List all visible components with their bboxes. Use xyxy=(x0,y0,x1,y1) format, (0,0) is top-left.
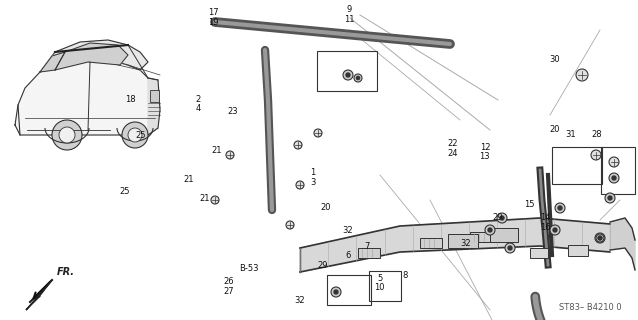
Circle shape xyxy=(598,236,602,240)
Text: 29: 29 xyxy=(493,213,503,222)
Circle shape xyxy=(296,181,304,189)
Text: 26: 26 xyxy=(223,277,234,286)
Circle shape xyxy=(576,69,588,81)
Circle shape xyxy=(558,206,562,210)
Circle shape xyxy=(331,287,341,297)
Circle shape xyxy=(595,233,605,243)
Text: 7: 7 xyxy=(364,242,369,251)
Bar xyxy=(470,232,492,242)
Text: 19: 19 xyxy=(209,18,219,27)
Circle shape xyxy=(52,120,82,150)
Bar xyxy=(358,248,380,258)
Polygon shape xyxy=(300,218,610,272)
Text: ST83– B4210 0: ST83– B4210 0 xyxy=(559,303,621,313)
Circle shape xyxy=(605,193,615,203)
Text: 21: 21 xyxy=(199,194,209,203)
Polygon shape xyxy=(610,218,635,270)
Text: 9: 9 xyxy=(347,5,352,14)
Polygon shape xyxy=(26,280,52,310)
Text: 25: 25 xyxy=(135,132,145,140)
Text: 22: 22 xyxy=(448,140,458,148)
Circle shape xyxy=(286,221,294,229)
Circle shape xyxy=(122,122,148,148)
Text: 12: 12 xyxy=(480,143,490,152)
Circle shape xyxy=(608,196,612,200)
Text: 20: 20 xyxy=(550,125,560,134)
Circle shape xyxy=(609,157,619,167)
Circle shape xyxy=(343,70,353,80)
Text: 20: 20 xyxy=(320,204,330,212)
Circle shape xyxy=(596,234,604,242)
Text: 28: 28 xyxy=(591,130,602,139)
Circle shape xyxy=(59,127,75,143)
Circle shape xyxy=(505,243,515,253)
Bar xyxy=(420,238,442,248)
Bar xyxy=(530,248,548,258)
Circle shape xyxy=(485,225,495,235)
Bar xyxy=(490,228,518,242)
Circle shape xyxy=(314,129,322,137)
Circle shape xyxy=(357,76,360,80)
Circle shape xyxy=(550,225,560,235)
Circle shape xyxy=(612,176,616,180)
Text: 1: 1 xyxy=(310,168,315,177)
Text: FR.: FR. xyxy=(57,267,75,277)
Text: 15: 15 xyxy=(524,200,535,209)
Bar xyxy=(568,245,588,256)
Circle shape xyxy=(555,203,565,213)
Circle shape xyxy=(488,228,492,232)
Bar xyxy=(448,234,478,248)
Text: 18: 18 xyxy=(126,95,136,104)
Circle shape xyxy=(334,290,338,294)
Text: 6: 6 xyxy=(345,252,350,260)
Text: 25: 25 xyxy=(119,188,130,196)
Text: 24: 24 xyxy=(448,149,458,158)
Circle shape xyxy=(500,216,504,220)
Circle shape xyxy=(609,173,619,183)
Text: 2: 2 xyxy=(195,95,200,104)
Circle shape xyxy=(294,141,302,149)
Text: 8: 8 xyxy=(403,271,408,280)
Circle shape xyxy=(598,236,602,240)
Text: 11: 11 xyxy=(345,15,355,24)
Polygon shape xyxy=(15,58,158,135)
Text: 4: 4 xyxy=(195,104,200,113)
Circle shape xyxy=(211,196,219,204)
Text: 32: 32 xyxy=(343,226,353,235)
Text: 30: 30 xyxy=(550,55,560,64)
Text: 16: 16 xyxy=(540,223,551,232)
Circle shape xyxy=(497,213,507,223)
Text: 17: 17 xyxy=(209,8,219,17)
Circle shape xyxy=(591,150,601,160)
Text: 10: 10 xyxy=(375,284,385,292)
Text: 32: 32 xyxy=(295,296,305,305)
Polygon shape xyxy=(55,43,128,70)
Circle shape xyxy=(354,74,362,82)
Text: 23: 23 xyxy=(228,108,238,116)
Circle shape xyxy=(128,128,142,142)
Text: 14: 14 xyxy=(540,213,551,222)
Circle shape xyxy=(508,246,512,250)
Text: 5: 5 xyxy=(377,274,382,283)
Bar xyxy=(150,90,159,102)
Polygon shape xyxy=(40,52,65,72)
Text: B-53: B-53 xyxy=(239,264,258,273)
Circle shape xyxy=(553,228,557,232)
Text: 3: 3 xyxy=(310,178,315,187)
Text: 31: 31 xyxy=(566,130,576,139)
Polygon shape xyxy=(148,78,160,135)
Circle shape xyxy=(226,151,234,159)
Circle shape xyxy=(346,73,350,77)
Text: 21: 21 xyxy=(183,175,193,184)
Text: 21: 21 xyxy=(212,146,222,155)
Text: 13: 13 xyxy=(480,152,490,161)
Text: 32: 32 xyxy=(461,239,471,248)
Polygon shape xyxy=(40,40,148,72)
Text: 27: 27 xyxy=(223,287,234,296)
Text: 29: 29 xyxy=(317,261,327,270)
